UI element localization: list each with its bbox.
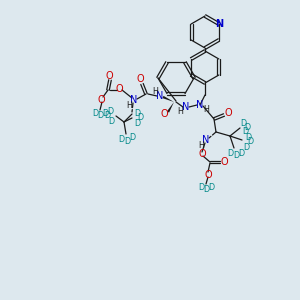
Text: D: D	[240, 118, 246, 127]
Text: D: D	[203, 185, 209, 194]
Text: D: D	[118, 134, 124, 143]
Polygon shape	[167, 102, 174, 112]
Text: D: D	[134, 118, 140, 127]
Text: O: O	[105, 71, 113, 81]
Text: N: N	[215, 19, 223, 29]
Text: O: O	[204, 170, 212, 180]
Text: O: O	[136, 74, 144, 84]
Text: O: O	[97, 95, 105, 105]
Text: O: O	[224, 108, 232, 118]
Text: D: D	[244, 122, 250, 131]
Text: D: D	[92, 110, 98, 118]
Text: N: N	[130, 95, 138, 105]
Text: D: D	[104, 112, 110, 121]
Text: D: D	[238, 148, 244, 158]
Text: N: N	[202, 135, 210, 145]
Text: D: D	[102, 110, 108, 118]
Text: H: H	[177, 106, 183, 116]
Text: N: N	[156, 91, 164, 101]
Text: D: D	[243, 142, 249, 152]
Text: O: O	[160, 109, 168, 119]
Text: D: D	[137, 113, 143, 122]
Text: D: D	[198, 184, 204, 193]
Polygon shape	[163, 96, 174, 102]
Text: D: D	[134, 109, 140, 118]
Text: D: D	[129, 134, 135, 142]
Text: D: D	[247, 137, 253, 146]
Text: D: D	[208, 184, 214, 193]
Text: O: O	[115, 84, 123, 94]
Text: H: H	[203, 104, 209, 113]
Text: O: O	[220, 157, 228, 167]
Text: H: H	[152, 86, 158, 95]
Text: D: D	[227, 149, 233, 158]
Text: D: D	[108, 116, 114, 125]
Text: N: N	[196, 100, 204, 110]
Text: D: D	[245, 133, 251, 142]
Text: D: D	[233, 152, 239, 160]
Text: D: D	[107, 107, 113, 116]
Text: H: H	[198, 140, 204, 149]
Text: D: D	[242, 128, 248, 136]
Text: H: H	[126, 100, 132, 109]
Text: D: D	[124, 136, 130, 146]
Text: O: O	[198, 149, 206, 159]
Text: D: D	[97, 112, 103, 121]
Text: N: N	[182, 102, 190, 112]
